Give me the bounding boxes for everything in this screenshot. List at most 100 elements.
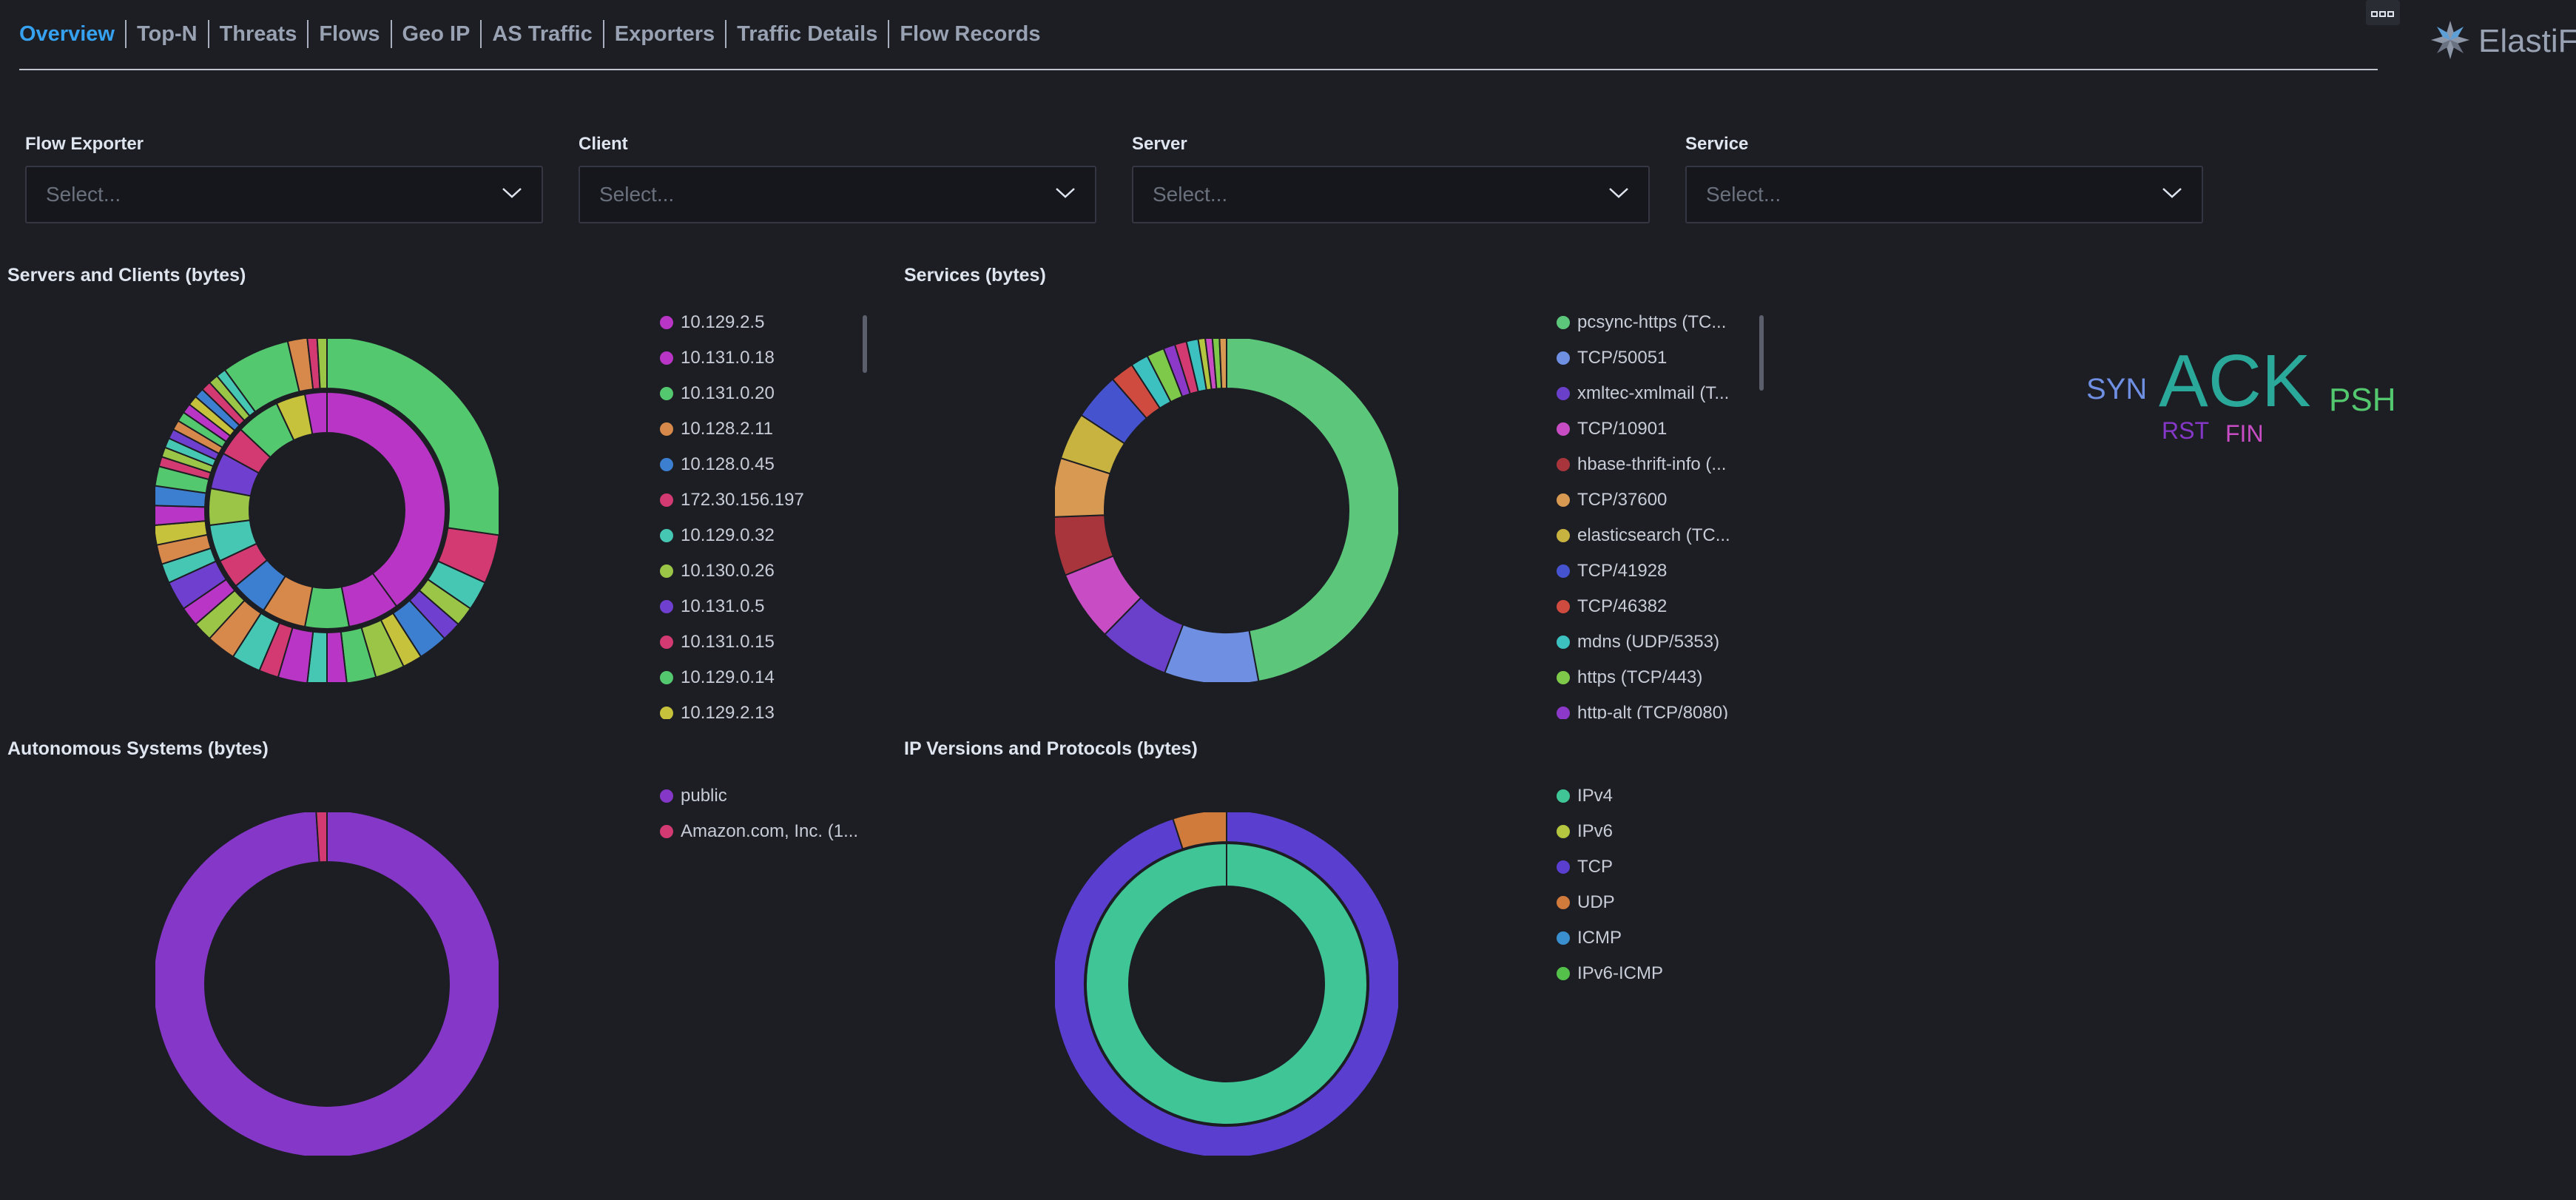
legend-scrollbar[interactable] (863, 315, 867, 373)
chevron-down-icon (1608, 187, 1629, 203)
autonomous-systems-donut[interactable] (155, 812, 499, 1156)
legend-label: 10.131.0.5 (681, 596, 765, 616)
legend-color-dot (660, 671, 673, 684)
legend-item[interactable]: TCP/50051 (1557, 340, 1764, 376)
legend-label: TCP/50051 (1577, 348, 1668, 368)
donut-slice[interactable] (316, 339, 328, 390)
select-placeholder: Select... (599, 183, 675, 206)
tag-syn[interactable]: SYN (2086, 373, 2148, 405)
legend-label: 10.128.2.11 (681, 419, 774, 439)
legend-item[interactable]: Amazon.com, Inc. (1... (660, 814, 867, 849)
donut-slice[interactable] (315, 812, 328, 863)
legend-label: elasticsearch (TC... (1577, 525, 1730, 545)
select-placeholder: Select... (1706, 183, 1781, 206)
legend-item[interactable]: IPv6-ICMP (1557, 956, 1764, 991)
legend-item[interactable]: TCP/37600 (1557, 482, 1764, 518)
legend-item[interactable]: 10.129.0.14 (660, 660, 867, 695)
filter-label: Service (1685, 134, 1749, 154)
tag-fin[interactable]: FIN (2225, 420, 2264, 447)
donut-slice[interactable] (1172, 812, 1227, 850)
nav-divider (888, 20, 890, 48)
legend-item[interactable]: http-alt (TCP/8080) (1557, 695, 1764, 719)
tab-exporters[interactable]: Exporters (614, 21, 715, 46)
tab-top-n[interactable]: Top-N (136, 21, 198, 46)
legend-color-dot (1557, 789, 1570, 803)
legend-item[interactable]: 10.130.0.26 (660, 553, 867, 589)
donut-slice[interactable] (1226, 339, 1398, 682)
legend-label: 172.30.156.197 (681, 490, 804, 510)
tab-flow-records[interactable]: Flow Records (900, 21, 1041, 46)
ip-versions-donut[interactable] (1055, 812, 1398, 1156)
tab-flows[interactable]: Flows (319, 21, 380, 46)
filter-label: Client (579, 134, 628, 154)
donut-slice[interactable] (155, 812, 499, 1156)
donut-slice[interactable] (1055, 812, 1398, 1156)
legend-item[interactable]: 172.30.156.197 (660, 482, 867, 518)
legend-item[interactable]: 10.129.2.13 (660, 695, 867, 719)
legend-label: xmltec-xmlmail (T... (1577, 383, 1730, 403)
client-select[interactable]: Select... (579, 166, 1096, 223)
legend-item[interactable]: 10.128.2.11 (660, 411, 867, 447)
donut-slice[interactable] (326, 391, 446, 607)
legend-item[interactable]: public (660, 778, 867, 814)
donut-slice[interactable] (1085, 842, 1368, 1125)
tab-traffic-details[interactable]: Traffic Details (737, 21, 878, 46)
server-select[interactable]: Select... (1132, 166, 1650, 223)
nav-divider (602, 20, 604, 48)
legend-item[interactable]: 10.129.2.5 (660, 305, 867, 340)
legend-label: IPv6-ICMP (1577, 963, 1664, 983)
legend-item[interactable]: mdns (UDP/5353) (1557, 624, 1764, 660)
legend-item[interactable]: 10.131.0.5 (660, 589, 867, 624)
tab-geo-ip[interactable]: Geo IP (402, 21, 471, 46)
nav-divider (124, 20, 127, 48)
legend-item[interactable]: TCP (1557, 849, 1764, 885)
legend-item[interactable]: hbase-thrift-info (... (1557, 447, 1764, 482)
legend-item[interactable]: https (TCP/443) (1557, 660, 1764, 695)
tag-ack[interactable]: ACK (2159, 340, 2311, 422)
legend-item[interactable]: TCP/46382 (1557, 589, 1764, 624)
legend-item[interactable]: pcsync-https (TC... (1557, 305, 1764, 340)
service-select[interactable]: Select... (1685, 166, 2203, 223)
legend-item[interactable]: 10.128.0.45 (660, 447, 867, 482)
legend-item[interactable]: IPv4 (1557, 778, 1764, 814)
legend-color-dot (660, 316, 673, 329)
legend-label: 10.130.0.26 (681, 561, 775, 581)
legend-scrollbar[interactable] (1759, 315, 1764, 391)
donut-slice[interactable] (326, 339, 499, 536)
donut-slice[interactable] (303, 391, 328, 436)
nav-divider (307, 20, 309, 48)
flow-exporter-select[interactable]: Select... (25, 166, 543, 223)
legend-item[interactable]: TCP/41928 (1557, 553, 1764, 589)
legend-item[interactable]: 10.131.0.20 (660, 376, 867, 411)
legend-color-dot (1557, 564, 1570, 578)
legend-item[interactable]: elasticsearch (TC... (1557, 518, 1764, 553)
tab-as-traffic[interactable]: AS Traffic (492, 21, 593, 46)
legend-label: 10.129.0.14 (681, 667, 775, 687)
services-title: Services (bytes) (904, 265, 1046, 286)
tcp-flags-tagcloud: SYN ACK PSH RST FIN (2057, 326, 2441, 473)
select-placeholder: Select... (1153, 183, 1228, 206)
legend-color-dot (660, 529, 673, 542)
tab-threats[interactable]: Threats (219, 21, 297, 46)
tag-psh[interactable]: PSH (2329, 382, 2396, 418)
legend-color-dot (1557, 387, 1570, 400)
donut-slice[interactable] (1218, 339, 1227, 390)
panel-options-button[interactable] (2366, 0, 2400, 25)
tab-overview[interactable]: Overview (19, 21, 115, 46)
servers-clients-donut[interactable] (155, 339, 499, 682)
legend-item[interactable]: 10.131.0.18 (660, 340, 867, 376)
filter-server: Server Select... (1132, 132, 1650, 223)
legend-label: public (681, 786, 727, 806)
servers-clients-title: Servers and Clients (bytes) (7, 265, 246, 286)
legend-item[interactable]: ICMP (1557, 920, 1764, 956)
legend-item[interactable]: 10.129.0.32 (660, 518, 867, 553)
legend-item[interactable]: IPv6 (1557, 814, 1764, 849)
legend-item[interactable]: xmltec-xmlmail (T... (1557, 376, 1764, 411)
legend-color-dot (1557, 422, 1570, 436)
legend-item[interactable]: UDP (1557, 885, 1764, 920)
legend-item[interactable]: TCP/10901 (1557, 411, 1764, 447)
tag-rst[interactable]: RST (2162, 417, 2209, 444)
services-donut[interactable] (1055, 339, 1398, 682)
legend-color-dot (1557, 896, 1570, 909)
legend-item[interactable]: 10.131.0.15 (660, 624, 867, 660)
